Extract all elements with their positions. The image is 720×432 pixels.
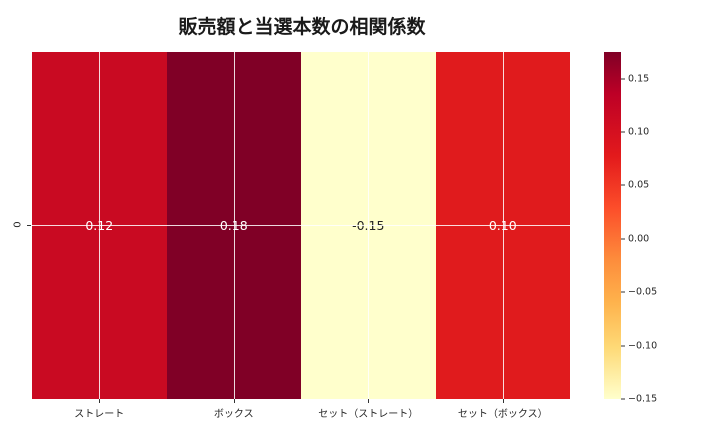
y-tick-label: 0 [12, 221, 24, 228]
x-tick-label: セット（ボックス） [457, 409, 548, 420]
x-tick-mark [368, 399, 370, 403]
colorbar-tick-label: −0.10 [628, 340, 658, 352]
colorbar-tick-label: 0.10 [628, 126, 650, 138]
colorbar-tick: −0.15 [621, 394, 657, 405]
x-tick: セット（ボックス） [436, 399, 571, 420]
colorbar-tick: 0.10 [621, 127, 649, 138]
x-tick-mark [233, 399, 235, 403]
colorbar-ticks: 0.15 0.10 0.05 0.00 −0.05 −0.10 −0.15 [621, 52, 681, 405]
colorbar-tick-mark [621, 78, 625, 80]
x-tick: セット（ストレート） [301, 399, 436, 420]
colorbar [604, 52, 621, 399]
colorbar-tick-mark [621, 131, 625, 133]
colorbar-tick-mark [621, 238, 625, 240]
colorbar-tick-label: 0.05 [628, 179, 650, 191]
colorbar-tick: −0.05 [621, 287, 657, 298]
colorbar-tick-label: −0.05 [628, 286, 658, 298]
colorbar-tick: 0.05 [621, 180, 649, 191]
colorbar-tick-mark [621, 398, 625, 400]
y-tick-mark [27, 225, 31, 226]
x-tick-mark [99, 399, 101, 403]
x-tick-label: セット（ストレート） [318, 409, 419, 420]
x-tick-label: ボックス [213, 409, 254, 420]
colorbar-tick: 0.15 [621, 73, 649, 84]
colorbar-tick: 0.00 [621, 233, 649, 244]
x-tick: ストレート [32, 399, 167, 420]
x-axis-ticks: ストレート ボックス セット（ストレート） セット（ボックス） [32, 399, 570, 420]
horizontal-gridline [32, 225, 570, 226]
colorbar-tick-label: 0.15 [628, 73, 650, 85]
colorbar-tick-mark [621, 345, 625, 347]
colorbar-tick-mark [621, 291, 625, 293]
colorbar-tick: −0.10 [621, 340, 657, 351]
colorbar-tick-label: 0.00 [628, 233, 650, 245]
chart-title: 販売額と当選本数の相関係数 [178, 16, 426, 38]
colorbar-tick-mark [621, 184, 625, 186]
x-tick-label: ストレート [74, 409, 125, 420]
x-tick-mark [502, 399, 504, 403]
x-tick: ボックス [167, 399, 302, 420]
colorbar-tick-label: −0.15 [628, 393, 658, 405]
